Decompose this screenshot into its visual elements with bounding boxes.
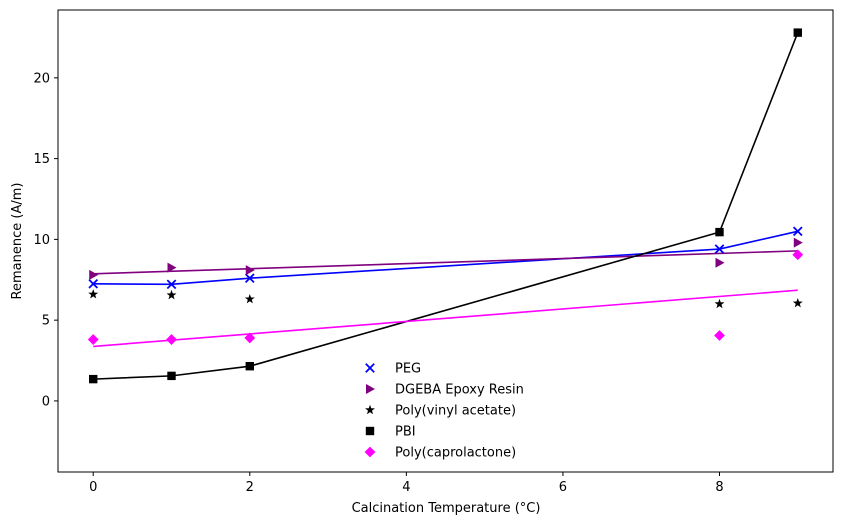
pbi-point [245,361,254,371]
x-tick-label: 4 [402,480,410,495]
pbi-point [793,28,802,37]
y-axis-label: Remanence (A/m) [10,183,25,300]
peg-point [792,226,803,237]
y-tick-label: 20 [33,71,50,86]
poly-vinyl-acetate-point [166,289,177,300]
legend-label-poly-caprolactone: Poly(caprolactone) [395,446,516,461]
poly-vinyl-acetate-point [792,297,803,308]
peg-point [714,244,725,254]
legend-label-peg: PEG [395,362,421,377]
legend-marker-poly-caprolactone [364,446,376,458]
dgeba-epoxy-resin-point [793,237,803,248]
y-tick-label: 10 [33,233,50,248]
poly-vinyl-acetate-point [88,289,99,299]
x-axis-label: Calcination Temperature (°C) [352,501,541,516]
dgeba-epoxy-resin-point [89,269,99,280]
dgeba-epoxy-resin-line [93,250,798,275]
y-tick-label: 5 [42,314,50,329]
plot-area: 0 2 4 6 8 0 5 10 15 20 [33,9,834,495]
x-tick-label: 8 [715,480,723,495]
poly-caprolactone-point [244,332,256,344]
legend: PEG DGEBA Epoxy Resin Poly(vinyl acetate) P… [364,362,524,461]
poly-caprolactone-point [714,330,725,341]
legend-label-dgeba-epoxy-resin: DGEBA Epoxy Resin [395,383,524,398]
peg-point [88,278,99,289]
legend-marker-poly-vinyl-acetate [365,404,375,415]
poly-caprolactone-point [87,334,99,345]
poly-vinyl-acetate-point [714,298,725,309]
x-tick-label: 2 [246,480,254,495]
pbi-point [89,374,98,384]
legend-marker-pbi [365,426,375,436]
peg-point [244,273,255,283]
y-tick-label: 15 [33,152,50,167]
legend-marker-peg [365,363,375,373]
x-tick-label: 6 [559,480,567,495]
pbi-point [715,227,724,237]
legend-label-poly-vinyl-acetate: Poly(vinyl acetate) [395,404,516,419]
poly-caprolactone-line [93,289,798,348]
dgeba-epoxy-resin-point [167,262,177,273]
peg-point [166,279,177,290]
poly-caprolactone-point [792,249,804,261]
poly-vinyl-acetate-point [244,293,255,304]
dgeba-epoxy-resin-point [245,265,255,276]
plot-frame [57,9,834,473]
pbi-point [167,371,176,381]
pbi-line [93,32,799,380]
poly-caprolactone-point [166,334,177,345]
dgeba-epoxy-resin-point [715,257,725,268]
x-tick-label: 0 [89,480,97,495]
y-tick-label: 0 [42,394,50,409]
legend-label-pbi: PBI [395,425,416,440]
legend-marker-dgeba-epoxy-resin [366,384,375,394]
